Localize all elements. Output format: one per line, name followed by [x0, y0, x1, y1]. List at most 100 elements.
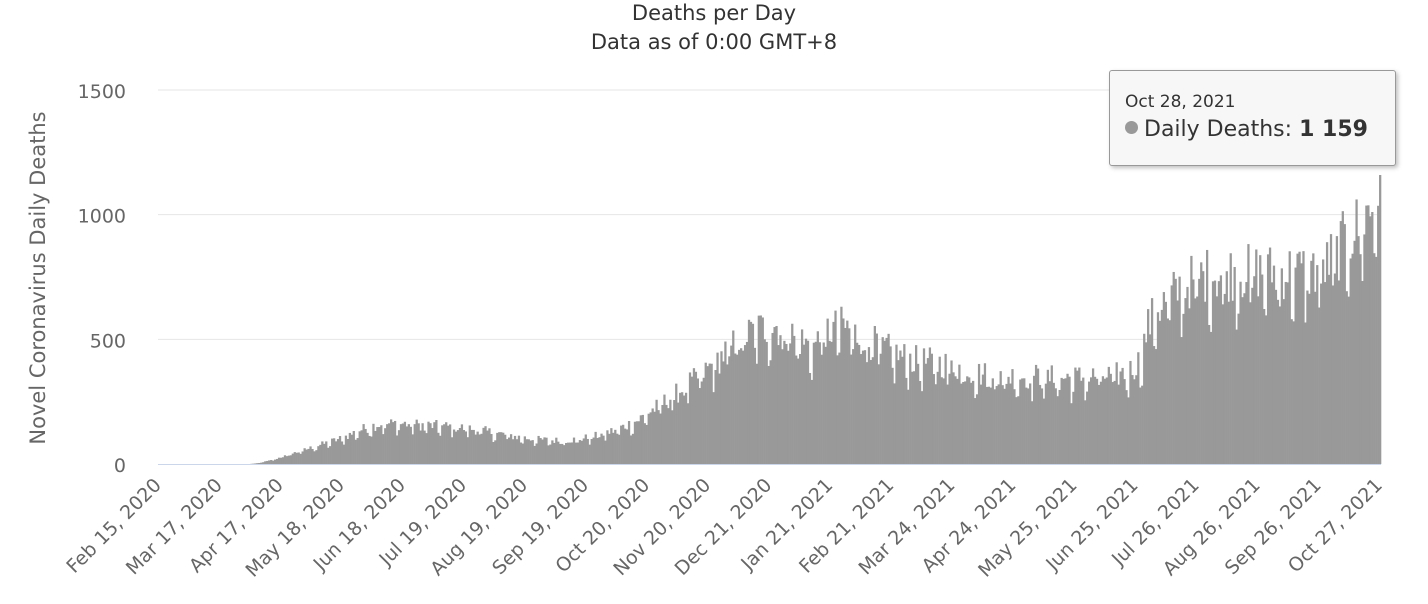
bar	[264, 461, 267, 464]
bar	[952, 372, 955, 464]
bar	[1320, 283, 1323, 464]
bar	[948, 373, 951, 464]
bar	[622, 424, 625, 464]
bar	[1139, 387, 1142, 464]
bar	[1327, 274, 1331, 464]
bar	[1377, 205, 1380, 464]
bar	[380, 425, 383, 464]
bar	[970, 382, 973, 464]
bar	[1105, 377, 1108, 464]
bar	[710, 363, 713, 464]
bar	[1060, 377, 1063, 464]
bar	[936, 371, 939, 464]
bar	[779, 335, 782, 464]
bar	[1084, 400, 1087, 464]
bar	[653, 411, 656, 464]
bar	[718, 373, 721, 464]
bar	[386, 424, 389, 464]
bar	[800, 329, 804, 464]
bar	[472, 429, 475, 464]
bar	[1001, 385, 1004, 464]
bar	[1331, 285, 1335, 464]
bar	[366, 432, 369, 464]
bar	[942, 378, 945, 464]
bar	[618, 434, 621, 464]
bar	[761, 317, 764, 464]
bar	[743, 345, 747, 464]
bar	[1306, 290, 1309, 464]
bar	[777, 345, 780, 464]
bar	[441, 425, 444, 464]
bar	[1186, 286, 1189, 464]
bar	[639, 415, 642, 464]
bar	[897, 360, 900, 464]
bar	[700, 381, 703, 464]
bar	[812, 342, 816, 464]
bar	[327, 447, 330, 464]
bar	[1373, 253, 1376, 464]
bar	[1345, 291, 1348, 464]
bar	[1148, 334, 1152, 464]
bar	[1048, 381, 1051, 464]
bar	[905, 377, 908, 464]
bar	[574, 442, 578, 464]
bar	[568, 442, 572, 464]
bar	[1117, 384, 1120, 464]
bar	[504, 434, 507, 464]
bar	[958, 364, 961, 464]
bar	[561, 443, 564, 464]
bar	[1357, 236, 1360, 464]
bar	[287, 455, 291, 464]
bar	[694, 371, 698, 464]
bar	[293, 452, 296, 464]
bar	[576, 442, 580, 464]
bar	[364, 428, 367, 464]
bar	[1239, 281, 1242, 464]
bar	[881, 337, 884, 464]
bar	[1229, 253, 1232, 464]
bar	[468, 425, 471, 464]
bar	[820, 354, 823, 464]
bar	[783, 340, 786, 464]
bar	[342, 444, 346, 464]
bar	[875, 333, 878, 464]
bar	[885, 337, 888, 464]
bar	[405, 426, 409, 464]
bar	[360, 430, 363, 464]
bar	[891, 367, 894, 464]
bar	[1245, 282, 1248, 464]
bar	[549, 444, 552, 464]
bar	[413, 424, 416, 464]
bar	[667, 408, 670, 464]
bar	[1325, 242, 1329, 464]
bar	[466, 437, 469, 464]
bar	[975, 394, 979, 464]
bar	[1064, 378, 1067, 464]
bar	[960, 383, 963, 464]
bar	[319, 444, 322, 464]
bar	[1192, 279, 1195, 464]
tooltip-series-name: Daily Deaths	[1144, 117, 1285, 142]
bar-series-daily-deaths	[250, 175, 1382, 464]
bar	[1235, 329, 1238, 464]
bar	[1054, 388, 1057, 464]
bar	[421, 423, 424, 464]
bar	[1343, 224, 1346, 464]
bar	[368, 435, 371, 464]
bar	[1072, 391, 1075, 464]
bar	[557, 441, 560, 464]
bar	[1164, 301, 1167, 464]
bar	[1335, 236, 1339, 464]
bar	[981, 374, 985, 464]
bar	[1174, 278, 1177, 464]
bar	[720, 351, 723, 464]
bar	[329, 446, 332, 464]
bar	[708, 363, 711, 464]
bar	[399, 424, 403, 464]
bar	[1375, 256, 1378, 464]
bar	[899, 350, 902, 464]
bar	[582, 438, 585, 464]
bar	[763, 339, 766, 464]
bar	[1107, 366, 1110, 464]
